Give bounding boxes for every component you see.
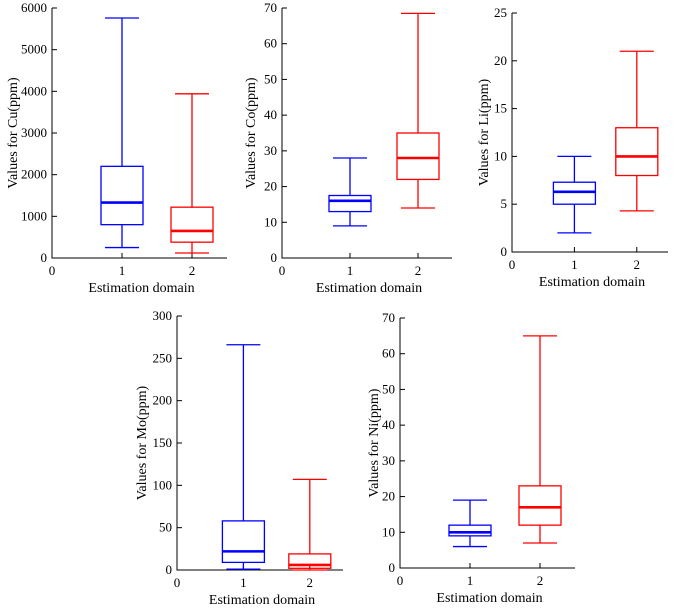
axis-lines [176, 316, 343, 571]
box-domain-2 [396, 12, 440, 209]
x-tick-label: 1 [571, 257, 578, 272]
y-tick-label: 250 [153, 350, 173, 365]
box-domain-1 [221, 344, 266, 570]
iqr-box [221, 520, 266, 564]
y-tick-label: 40 [382, 417, 395, 432]
chart-panel-li: 0 5 10 15 20 25 0 1 2 Estimation domain Values for… [477, 5, 668, 290]
axis-lines [511, 13, 668, 253]
box-domain-2 [518, 335, 562, 544]
chart-panel-cu: 0 1000 2000 3000 4000 5000 6000 0 1 2 Estimation d… [6, 0, 227, 296]
box-domain-1 [552, 155, 597, 234]
y-tick-label: 60 [382, 346, 395, 361]
y-tick-label: 200 [153, 393, 173, 408]
y-tick-label: 20 [494, 53, 507, 68]
y-axis-label: Values for Mo(ppm) [135, 386, 150, 501]
iqr-box [100, 165, 144, 226]
axis-lines [51, 8, 227, 259]
box-domain-2 [288, 478, 332, 571]
y-tick-label: 50 [264, 71, 277, 86]
y-tick-label: 5 [501, 196, 508, 211]
y-tick-label: 1000 [21, 208, 47, 223]
chart-panel-mo: 0 50 100 150 200 250 300 0 1 2 Estimation domain Va… [135, 308, 343, 608]
iqr-box [552, 181, 597, 205]
y-tick-label: 70 [264, 0, 277, 15]
y-tick-label: 0 [389, 560, 396, 575]
x-axis-label: Estimation domain [88, 281, 194, 296]
y-tick-label: 0 [41, 250, 48, 265]
x-tick-label: 2 [189, 263, 196, 278]
iqr-box [396, 132, 440, 181]
x-tick-label: 0 [509, 257, 516, 272]
y-tick-label: 100 [153, 477, 173, 492]
x-tick-label: 2 [307, 575, 314, 590]
box-domain-2 [615, 50, 659, 212]
y-tick-label: 10 [382, 524, 395, 539]
y-tick-label: 70 [382, 310, 395, 325]
x-tick-label: 1 [467, 573, 474, 588]
box-domain-1 [448, 499, 492, 548]
y-axis-label: Values for Co(ppm) [244, 77, 259, 189]
y-tick-label: 25 [494, 5, 507, 20]
y-tick-label: 6000 [21, 0, 47, 15]
box-domain-1 [328, 157, 372, 227]
x-tick-label: 0 [279, 263, 286, 278]
y-tick-label: 15 [494, 101, 507, 116]
y-tick-label: 20 [264, 179, 277, 194]
y-tick-label: 300 [153, 308, 173, 323]
iqr-box [288, 553, 332, 569]
y-tick-label: 60 [264, 36, 277, 51]
box-domain-1 [100, 17, 144, 249]
y-tick-label: 30 [264, 143, 277, 158]
y-axis-label: Values for Li(ppm) [477, 79, 492, 187]
y-tick-label: 5000 [21, 42, 47, 57]
y-axis-label: Values for Ni(ppm) [367, 388, 382, 497]
iqr-box [170, 206, 214, 243]
y-tick-label: 50 [382, 381, 395, 396]
box-domain-2 [170, 93, 214, 254]
y-tick-label: 10 [264, 214, 277, 229]
y-tick-label: 0 [501, 244, 508, 259]
y-tick-label: 150 [153, 435, 173, 450]
y-tick-label: 10 [494, 148, 507, 163]
x-tick-label: 2 [415, 263, 422, 278]
x-axis-label: Estimation domain [316, 281, 422, 296]
y-tick-label: 2000 [21, 167, 47, 182]
chart-panel-co: 0 10 20 30 40 50 60 70 0 1 2 Estimation domain Value… [244, 0, 452, 296]
x-axis-label: Estimation domain [539, 275, 645, 290]
x-tick-label: 1 [119, 263, 126, 278]
iqr-box [328, 194, 372, 213]
axis-lines [399, 318, 575, 569]
iqr-box [615, 127, 659, 177]
x-axis-label: Estimation domain [436, 591, 542, 606]
chart-panel-ni: 0 10 20 30 40 50 60 70 0 1 2 Estimation domain Value… [367, 310, 575, 606]
y-tick-label: 4000 [21, 83, 47, 98]
x-tick-label: 0 [397, 573, 404, 588]
y-tick-label: 3000 [21, 125, 47, 140]
y-tick-label: 0 [271, 250, 278, 265]
y-tick-label: 50 [159, 520, 172, 535]
x-tick-label: 1 [347, 263, 354, 278]
x-tick-label: 2 [537, 573, 544, 588]
x-tick-label: 1 [240, 575, 247, 590]
x-axis-label: Estimation domain [209, 593, 315, 608]
y-tick-label: 20 [382, 489, 395, 504]
y-tick-label: 0 [166, 562, 173, 577]
iqr-box [448, 524, 492, 537]
y-axis-label: Values for Cu(ppm) [6, 77, 21, 189]
y-tick-label: 30 [382, 453, 395, 468]
y-tick-label: 40 [264, 107, 277, 122]
x-tick-label: 0 [174, 575, 181, 590]
x-tick-label: 2 [634, 257, 641, 272]
x-tick-label: 0 [49, 263, 56, 278]
iqr-box [518, 485, 562, 526]
